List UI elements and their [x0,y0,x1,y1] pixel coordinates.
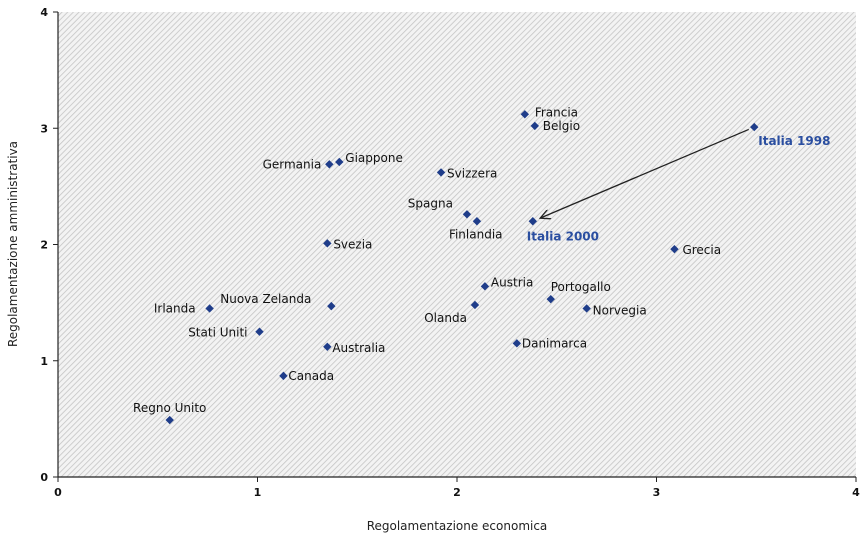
point-label-nuova-zelanda: Nuova Zelanda [220,292,311,306]
point-label-olanda: Olanda [424,311,467,325]
point-label-spagna: Spagna [408,196,453,210]
x-tick-label: 2 [453,486,461,499]
annotation-arrows [540,128,749,218]
point-belgio [530,121,540,131]
point-canada [279,371,288,381]
point-label-francia: Francia [535,105,578,119]
point-label-giappone: Giappone [345,151,403,165]
point-italia-2000 [528,217,538,226]
point-label-grecia: Grecia [682,243,721,257]
point-norvegia [582,304,591,313]
arrow-italia-1998-to-italia-2000 [540,128,749,218]
point-label-canada: Canada [288,369,334,383]
point-label-svezia: Svezia [333,237,372,251]
x-tick-label: 4 [852,486,860,499]
point-stati-uniti [255,327,264,336]
point-giappone [335,157,344,167]
x-tick-label: 3 [653,486,661,499]
plot-area [58,12,856,477]
y-tick-label: 0 [40,471,48,484]
y-tick-label: 1 [40,355,48,368]
point-label-australia: Australia [332,341,385,355]
point-olanda [470,300,480,310]
point-label-germania: Germania [263,157,322,171]
point-label-finlandia: Finlandia [449,227,503,241]
point-svezia [323,239,332,248]
point-label-stati-uniti: Stati Uniti [188,326,247,340]
point-irlanda [205,304,214,313]
x-axis-title: Regolamentazione economica [367,519,548,533]
x-tick-label: 1 [254,486,262,499]
point-svizzera [436,168,446,177]
point-nuova-zelanda [327,301,336,311]
point-danimarca [512,339,522,348]
point-austria [480,282,490,291]
point-label-belgio: Belgio [543,119,580,133]
point-portogallo [546,294,555,304]
y-tick-label: 3 [40,122,48,135]
y-tick-label: 4 [40,6,48,19]
point-label-norvegia: Norvegia [593,303,647,317]
point-label-danimarca: Danimarca [522,336,587,350]
point-australia [323,342,332,351]
axes: 0 1 2 3 4 0 1 2 3 4 [40,6,860,499]
point-label-svizzera: Svizzera [447,166,497,180]
point-label-regno-unito: Regno Unito [133,401,206,415]
point-spagna [462,210,472,219]
point-finlandia [472,217,482,226]
point-label-italia-2000: Italia 2000 [527,229,599,243]
point-label-italia-1998: Italia 1998 [758,134,830,148]
point-label-irlanda: Irlanda [154,301,196,315]
y-axis-title: Regolamentazione amministrativa [6,141,20,347]
point-label-austria: Austria [491,275,533,289]
x-tick-label: 0 [54,486,62,499]
y-tick-label: 2 [40,239,48,252]
point-grecia [670,244,679,254]
point-francia [520,110,530,119]
point-label-portogallo: Portogallo [551,280,611,294]
point-regno-unito [165,415,174,425]
point-germania [325,160,334,169]
point-italia-1998 [750,122,759,132]
